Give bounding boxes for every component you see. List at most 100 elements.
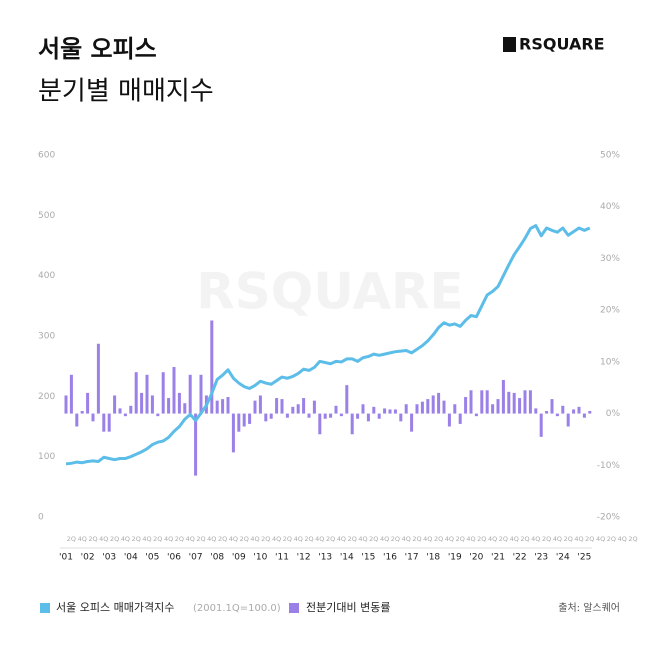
bar [296, 404, 300, 414]
bar [366, 413, 370, 422]
legend-swatch [40, 603, 50, 613]
bar [491, 404, 495, 414]
year-label: '01 [59, 553, 73, 563]
year-label: '09 [232, 553, 246, 563]
source: 출처: 알스퀘어 [558, 602, 620, 614]
bar [102, 413, 106, 432]
year-label: '22 [513, 553, 527, 563]
bar [458, 413, 462, 424]
bar [210, 320, 214, 414]
quarter-label: 2Q [304, 535, 313, 543]
year-label: '19 [448, 553, 462, 563]
quarter-label: 2Q [499, 535, 508, 543]
quarter-label: 4Q [272, 535, 281, 543]
y-tick-label: 100 [38, 452, 55, 462]
quarter-label: 2Q [585, 535, 594, 543]
quarter-label: 2Q [542, 535, 551, 543]
bar [96, 343, 100, 414]
bar [372, 406, 376, 414]
year-label: '18 [426, 553, 440, 563]
quarter-label: 2Q [520, 535, 529, 543]
year-label: '14 [340, 553, 354, 563]
y2-tick-label: 20% [600, 306, 620, 316]
legend-swatch [289, 603, 299, 613]
bar [393, 409, 397, 414]
bar [512, 392, 516, 414]
bar [356, 413, 360, 419]
year-label: '25 [577, 553, 591, 563]
bar [177, 392, 181, 414]
bar [388, 409, 392, 414]
bar [383, 408, 387, 414]
year-label: '08 [210, 553, 224, 563]
quarter-label: 2Q [175, 535, 184, 543]
bar [280, 399, 284, 414]
quarter-label: 2Q [391, 535, 400, 543]
bar [561, 405, 565, 414]
quarter-label: 4Q [423, 535, 432, 543]
bar [377, 413, 381, 419]
bar [485, 390, 489, 414]
year-label: '02 [81, 553, 95, 563]
bar [545, 410, 549, 414]
bar [361, 404, 365, 414]
y2-tick-label: 0% [606, 409, 621, 419]
bar [194, 413, 198, 476]
bar [480, 390, 484, 414]
quarter-label: 4Q [574, 535, 583, 543]
year-label: '11 [275, 553, 289, 563]
quarter-label: 4Q [186, 535, 195, 543]
quarter-label: 2Q [240, 535, 249, 543]
bar [572, 409, 576, 414]
year-label: '12 [297, 553, 311, 563]
bar [426, 399, 430, 414]
year-label: '10 [253, 553, 267, 563]
quarter-label: 2Q [88, 535, 97, 543]
bar [140, 392, 144, 414]
quarter-label: 4Q [207, 535, 216, 543]
bar [183, 403, 187, 414]
bar [129, 405, 133, 414]
logo-text: RSQUARE [519, 35, 605, 54]
quarter-label: 4Q [488, 535, 497, 543]
quarter-label: 4Q [99, 535, 108, 543]
year-label: '06 [167, 553, 181, 563]
bar [69, 374, 73, 414]
bar [291, 406, 295, 414]
chart-title: 서울 오피스 [38, 35, 157, 63]
bar [264, 413, 268, 422]
bar [237, 413, 241, 432]
bar [64, 395, 68, 414]
year-label: '04 [124, 553, 138, 563]
bar [420, 401, 424, 414]
year-label: '05 [145, 553, 159, 563]
bar [161, 372, 165, 414]
bar [588, 410, 592, 414]
bar [118, 408, 122, 414]
quarter-label: 2Q [477, 535, 486, 543]
y2-tick-label: -10% [597, 461, 621, 471]
bar [582, 413, 586, 418]
bar [226, 397, 230, 414]
y-tick-label: 200 [38, 392, 55, 402]
bar [577, 406, 581, 414]
bar [474, 413, 478, 417]
quarter-label: 4Q [294, 535, 303, 543]
bar [550, 399, 554, 414]
bar [404, 404, 408, 414]
quarter-label: 2Q [283, 535, 292, 543]
y2-tick-label: -20% [597, 513, 621, 523]
logo-icon [503, 37, 516, 52]
year-label: '17 [405, 553, 419, 563]
bar [172, 367, 176, 414]
bar [437, 392, 441, 414]
year-label: '15 [361, 553, 375, 563]
quarter-label: 2Q [434, 535, 443, 543]
bar [91, 413, 95, 422]
y-tick-label: 600 [38, 151, 55, 161]
bar [307, 413, 311, 418]
bar [312, 400, 316, 414]
legend-note: (2001.1Q=100.0) [193, 603, 281, 614]
bar [501, 379, 505, 414]
chart-subtitle: 분기별 매매지수 [38, 77, 214, 107]
